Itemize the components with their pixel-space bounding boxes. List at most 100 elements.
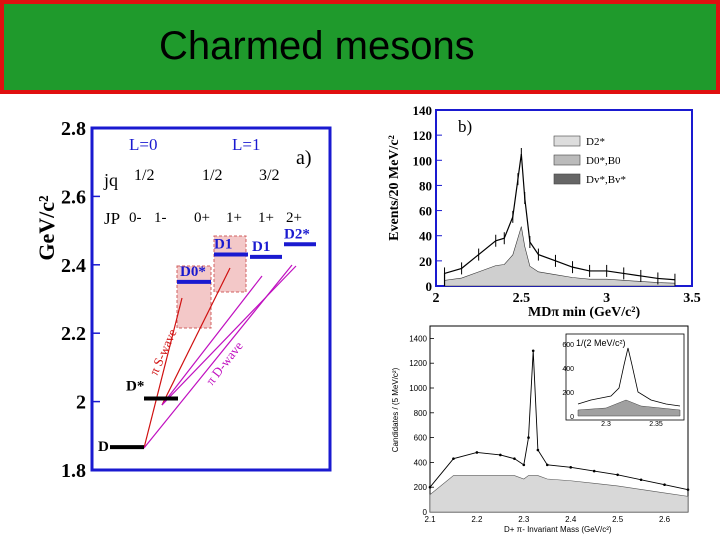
state-label-4: D1 bbox=[214, 237, 232, 253]
panel-a-frame bbox=[90, 126, 332, 472]
panel-a-levels: D D* D0* D1 D1 D2* bbox=[98, 226, 316, 455]
b-xtick-label: 2.5 bbox=[513, 291, 531, 306]
JP-value-4: 1+ bbox=[226, 210, 242, 226]
inset-ytick-label: 0 bbox=[570, 414, 574, 421]
band-D1-broad bbox=[213, 235, 247, 293]
JP-value-3: 0+ bbox=[194, 210, 210, 226]
panel-b-xlabel: MDπ min (GeV/c²) bbox=[528, 305, 641, 320]
c-point bbox=[616, 473, 619, 477]
c-ytick-label: 0 bbox=[423, 508, 428, 517]
d-wave-line-3 bbox=[161, 265, 297, 406]
label-b: b) bbox=[458, 117, 472, 136]
a-ytick-label: 2 bbox=[76, 392, 86, 414]
panel-a-ylabel: GeV/c² bbox=[34, 195, 59, 261]
panel-b-histogram: Events/20 MeV/c² 0 20 40 60 80 100 120 140 2 2.5… bbox=[387, 103, 701, 320]
panel-a-level-diagram: GeV/c² 1.8 2 2.2 2.4 2.6 2.8 L=0 L=1 a) jq 1/… bbox=[34, 118, 332, 482]
panel-c-xlabel: D+ π- Invariant Mass (GeV/c²) bbox=[504, 525, 612, 534]
c-point bbox=[475, 451, 479, 454]
b-ytick-label: 120 bbox=[413, 128, 433, 143]
state-label-3: D0* bbox=[180, 264, 206, 280]
label-L1: L=1 bbox=[232, 135, 260, 154]
JP-value-2: 1- bbox=[154, 210, 167, 226]
c-xtick-label: 2.4 bbox=[565, 515, 577, 524]
inset-xticks: 2.3 2.35 bbox=[601, 421, 663, 428]
slide-title: Charmed mesons bbox=[159, 24, 475, 68]
panel-b-points bbox=[444, 148, 676, 286]
jq-value-2: 1/2 bbox=[202, 167, 222, 184]
b-ytick-label: 20 bbox=[419, 254, 432, 269]
c-point bbox=[545, 463, 549, 467]
c-point bbox=[663, 483, 666, 487]
panel-c-yticks: 0 200 400 600 800 1000 1200 1400 bbox=[409, 334, 434, 517]
a-ytick-label: 2.8 bbox=[61, 118, 86, 140]
c-xtick-label: 2.5 bbox=[612, 515, 624, 524]
b-ytick-label: 0 bbox=[426, 279, 433, 294]
panel-c-inset: 1/(2 MeV/c²) 0 200 400 600 2.3 2.35 bbox=[562, 333, 685, 428]
c-ytick-label: 1000 bbox=[409, 384, 427, 393]
state-label-2: D* bbox=[126, 379, 144, 395]
b-xtick-label: 2 bbox=[433, 291, 440, 306]
legend-swatch-3 bbox=[553, 173, 581, 185]
s-wave-line-2 bbox=[161, 267, 231, 406]
c-point bbox=[527, 436, 530, 439]
c-point bbox=[569, 466, 573, 469]
jq-value-3: 3/2 bbox=[259, 167, 279, 184]
a-ytick-label: 2.6 bbox=[61, 186, 86, 208]
inset-yticks: 0 200 400 600 bbox=[562, 342, 574, 421]
c-point bbox=[592, 469, 596, 473]
c-point bbox=[531, 349, 535, 353]
c-ytick-label: 600 bbox=[414, 434, 428, 443]
JP-value-1: 0- bbox=[129, 210, 142, 226]
panel-b-histogram-line bbox=[443, 153, 675, 286]
c-ytick-label: 200 bbox=[414, 483, 428, 492]
b-xtick-label: 3.5 bbox=[683, 291, 701, 306]
panel-a-yticks: 1.8 2 2.2 2.4 2.6 2.8 bbox=[61, 118, 100, 482]
c-ytick-label: 1400 bbox=[409, 334, 427, 343]
inset-label: 1/(2 MeV/c²) bbox=[576, 338, 626, 348]
c-ytick-label: 1200 bbox=[409, 359, 427, 368]
b-ytick-label: 40 bbox=[419, 229, 432, 244]
legend-swatch-1 bbox=[553, 135, 581, 147]
c-point bbox=[499, 453, 502, 457]
legend-entry-1: D2* bbox=[586, 136, 605, 148]
jq-value-1: 1/2 bbox=[134, 167, 154, 184]
inset-ytick-label: 600 bbox=[562, 342, 574, 349]
d-wave-line-2 bbox=[161, 275, 263, 406]
inset-xtick-label: 2.35 bbox=[649, 421, 663, 428]
state-label-6: D2* bbox=[284, 226, 310, 242]
c-point bbox=[513, 457, 516, 460]
panel-b-background-fill bbox=[444, 226, 676, 287]
c-xtick-label: 2.2 bbox=[471, 515, 483, 524]
panel-b-ylabel: Events/20 MeV/c² bbox=[387, 135, 402, 241]
panel-c-mass-plot: Candidates / (5 MeV/c²) 0 200 400 600 800 100… bbox=[386, 320, 696, 534]
state-label-5: D1 bbox=[252, 239, 270, 255]
c-point bbox=[522, 463, 526, 467]
c-xtick-label: 2.6 bbox=[659, 515, 671, 524]
b-ytick-label: 80 bbox=[419, 178, 432, 193]
c-point bbox=[639, 478, 643, 482]
c-point bbox=[536, 448, 540, 452]
inset-xtick-label: 2.3 bbox=[601, 421, 611, 428]
b-ytick-label: 100 bbox=[413, 153, 433, 168]
panel-c-fit-curve bbox=[429, 350, 689, 491]
title-bar: Charmed mesons bbox=[0, 0, 720, 94]
inset-ytick-label: 400 bbox=[562, 366, 574, 373]
panel-b-legend: D2* D0*,B0 Dv*,Bv* bbox=[553, 135, 626, 186]
row-JP-label: JP bbox=[104, 209, 120, 228]
a-ytick-label: 1.8 bbox=[61, 460, 86, 482]
c-xtick-label: 2.3 bbox=[518, 515, 530, 524]
row-jq-label: jq bbox=[103, 170, 118, 190]
legend-entry-2: D0*,B0 bbox=[586, 155, 621, 167]
state-label-1: D bbox=[98, 439, 109, 455]
c-point bbox=[452, 457, 455, 460]
b-xtick-label: 3 bbox=[603, 291, 610, 306]
panel-c-ylabel: Candidates / (5 MeV/c²) bbox=[391, 367, 400, 452]
panel-b-yticks: 0 20 40 60 80 100 120 140 bbox=[413, 103, 442, 294]
a-ytick-label: 2.2 bbox=[61, 323, 86, 345]
c-xtick-label: 2.1 bbox=[424, 515, 436, 524]
JP-value-6: 2+ bbox=[286, 210, 302, 226]
inset-curve bbox=[577, 347, 681, 407]
d-wave-label: π D-wave bbox=[203, 338, 246, 388]
panel-c-points bbox=[428, 349, 690, 491]
JP-value-5: 1+ bbox=[258, 210, 274, 226]
